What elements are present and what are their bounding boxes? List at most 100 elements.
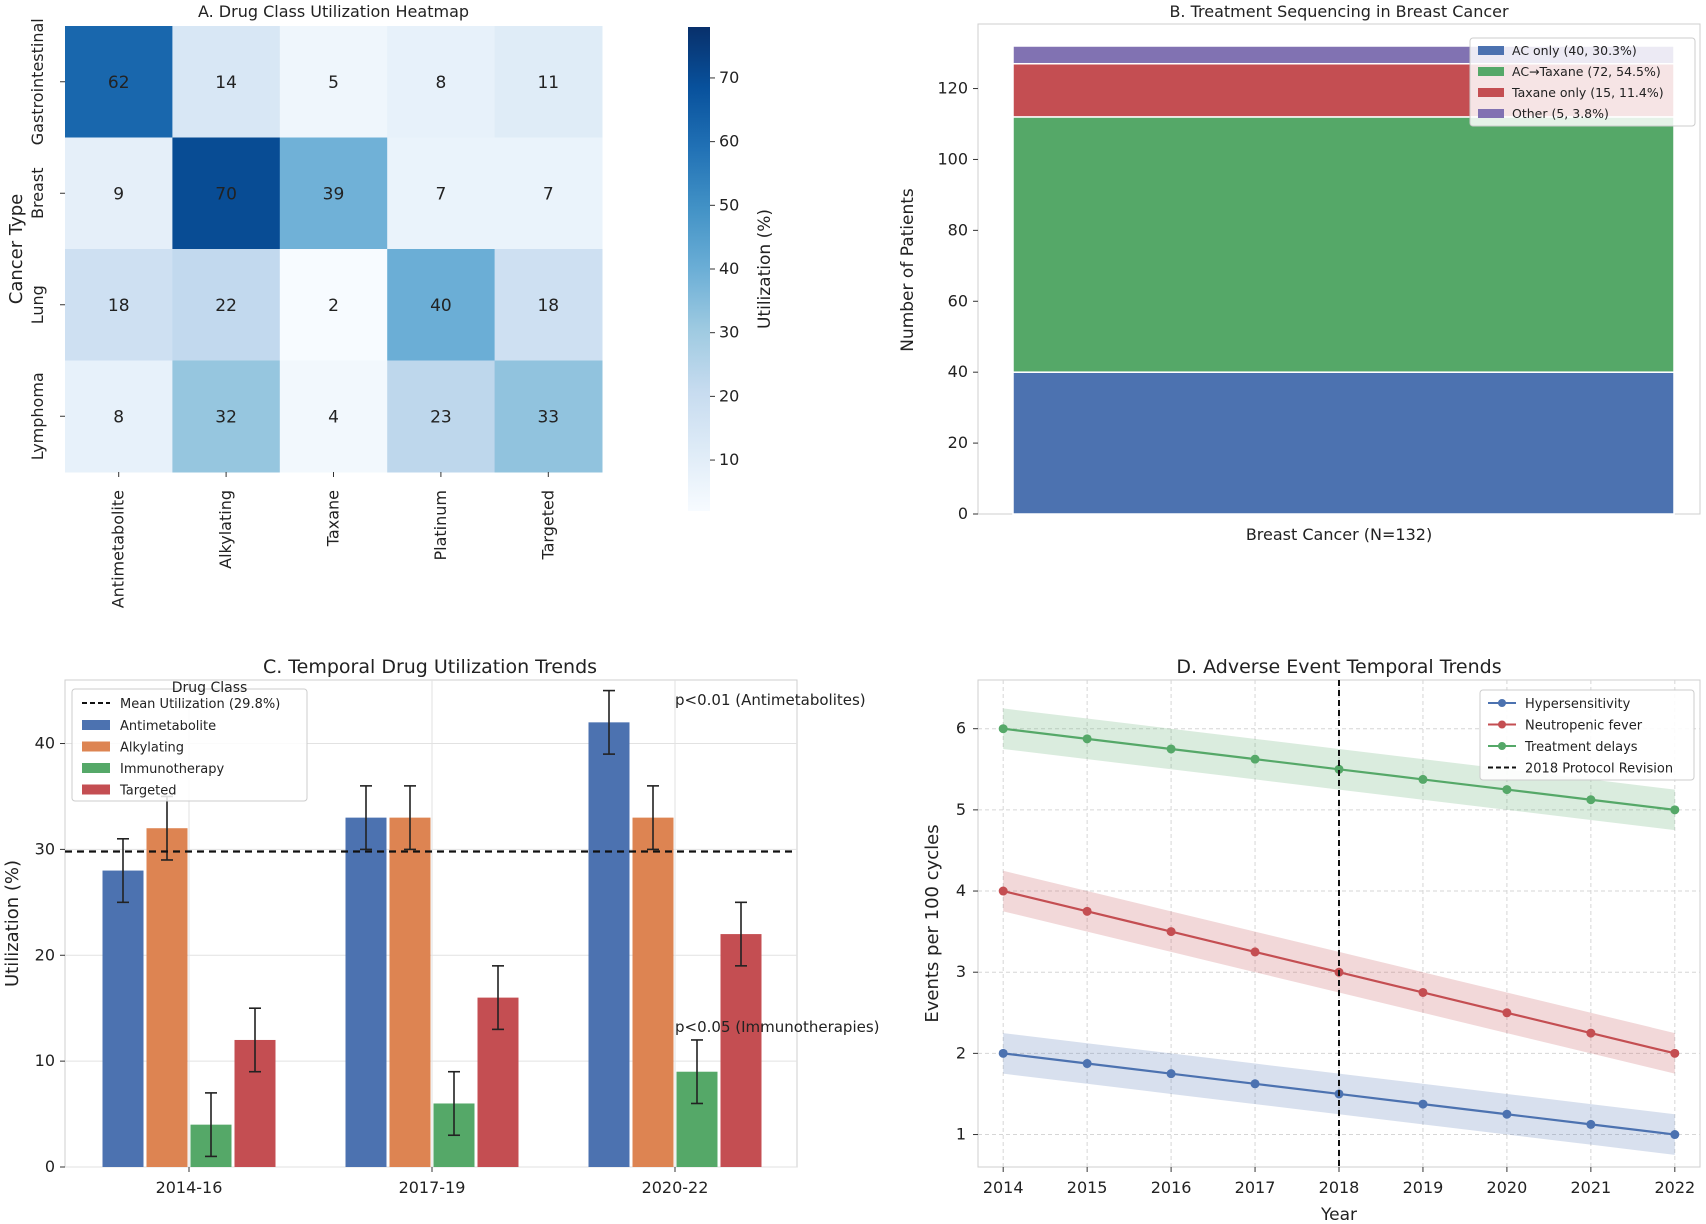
legend-entry: 2018 Protocol Revision xyxy=(1525,762,1673,777)
annotation: p<0.05 (Immunotherapies) xyxy=(675,1018,880,1036)
data-point xyxy=(1502,1109,1512,1119)
y-tick-label: 20 xyxy=(35,945,55,964)
y-tick-label: 10 xyxy=(35,1051,55,1070)
heatmap-cell xyxy=(65,26,173,138)
y-tick-label: 40 xyxy=(948,362,968,381)
data-point xyxy=(1502,1008,1512,1018)
data-point xyxy=(998,724,1008,734)
heatmap-cell xyxy=(387,360,496,473)
x-tick-label: Alkylating xyxy=(216,490,235,569)
legend-entry: Immunotherapy xyxy=(120,762,224,777)
heatmap-cell-value: 7 xyxy=(435,184,446,204)
x-tick-label: 2014 xyxy=(983,1178,1024,1197)
data-point xyxy=(1166,744,1176,754)
legend-marker xyxy=(1498,699,1506,707)
bar xyxy=(720,934,762,1167)
heatmap-cell-value: 11 xyxy=(537,73,559,93)
x-tick-label: Platinum xyxy=(431,490,450,560)
legend-entry: AC→Taxane (72, 54.5%) xyxy=(1512,64,1661,79)
y-tick-label: 100 xyxy=(937,149,968,168)
legend-entry: Targeted xyxy=(119,784,176,799)
data-point xyxy=(1250,947,1260,957)
panel-b: B. Treatment Sequencing in Breast Cancer… xyxy=(898,2,1701,544)
heatmap-cell-value: 22 xyxy=(215,296,237,316)
data-point xyxy=(1670,1048,1680,1058)
colorbar-tick-label: 60 xyxy=(719,132,739,151)
heatmap-cell xyxy=(279,137,388,250)
heatmap-cell-value: 62 xyxy=(108,73,130,93)
legend-entry: Mean Utilization (29.8%) xyxy=(120,697,280,712)
data-point xyxy=(1166,1069,1176,1079)
heatmap-cell xyxy=(172,137,281,250)
heatmap-cell xyxy=(279,249,388,361)
legend-title: Drug Class xyxy=(172,680,248,696)
legend-entry: Neutropenic fever xyxy=(1525,719,1643,734)
y-axis-label: Utilization (%) xyxy=(2,860,23,987)
bar xyxy=(102,870,144,1167)
y-tick-label: 0 xyxy=(958,504,968,523)
heatmap-cell-value: 40 xyxy=(430,296,452,316)
legend-swatch xyxy=(1478,109,1504,118)
bar xyxy=(389,817,431,1167)
data-point xyxy=(1586,1119,1596,1129)
x-tick-label: 2019 xyxy=(1403,1178,1444,1197)
y-tick-label: 2 xyxy=(956,1043,966,1062)
panel-a: A. Drug Class Utilization Heatmap 62 14 5 8 1… xyxy=(6,2,775,608)
heatmap-cell xyxy=(387,26,496,138)
panel-a-title: A. Drug Class Utilization Heatmap xyxy=(198,2,469,21)
data-point xyxy=(1418,774,1428,784)
legend-marker xyxy=(1498,720,1506,729)
y-tick-label: Breast xyxy=(28,168,47,219)
data-point xyxy=(1586,1028,1596,1038)
heatmap-cell-value: 8 xyxy=(435,73,446,93)
y-tick-label: 80 xyxy=(948,220,968,239)
heatmap-cell xyxy=(387,249,496,361)
heatmap-cell xyxy=(65,360,173,473)
heatmap-cell xyxy=(65,137,173,250)
colorbar-tick-label: 20 xyxy=(719,386,739,405)
data-point xyxy=(1334,764,1344,774)
x-tick-label: 2018 xyxy=(1319,1178,1360,1197)
heatmap-cell xyxy=(279,360,388,473)
heatmap-cell xyxy=(172,360,281,473)
heatmap-cell-value: 7 xyxy=(543,184,554,204)
y-tick-label: 1 xyxy=(956,1125,966,1144)
heatmap-cell-value: 23 xyxy=(430,407,452,427)
legend-swatch xyxy=(82,741,110,752)
y-tick-label: 60 xyxy=(948,291,968,310)
legend-entry: Antimetabolite xyxy=(120,719,216,734)
legend xyxy=(1479,689,1695,781)
y-tick-label: 4 xyxy=(956,881,966,900)
legend-entry: Other (5, 3.8%) xyxy=(1512,106,1609,121)
heatmap-cell xyxy=(65,249,173,361)
x-tick-label: Breast Cancer (N=132) xyxy=(1246,525,1432,544)
heatmap-cell xyxy=(387,137,496,250)
heatmap-cell xyxy=(279,26,388,138)
legend-entry: AC only (40, 30.3%) xyxy=(1512,43,1637,58)
heatmap-cell-value: 2 xyxy=(328,296,339,316)
heatmap-cell-value: 4 xyxy=(328,407,339,427)
heatmap-cell-value: 9 xyxy=(113,184,124,204)
data-point xyxy=(1250,1079,1260,1089)
heatmap-cell xyxy=(172,26,281,138)
x-tick-label: 2017 xyxy=(1235,1178,1276,1197)
y-tick-label: 120 xyxy=(937,79,968,98)
x-tick-label: 2016 xyxy=(1151,1178,1192,1197)
data-point xyxy=(1670,805,1680,815)
legend-swatch xyxy=(82,784,110,795)
y-tick-label: 30 xyxy=(35,839,55,858)
legend-swatch xyxy=(1478,46,1504,55)
y-axis-label: Cancer Type xyxy=(6,194,27,304)
x-tick-label: 2020 xyxy=(1487,1178,1528,1197)
colorbar-tick-label: 10 xyxy=(719,450,739,469)
heatmap-cell xyxy=(494,249,603,361)
heatmap-cell xyxy=(172,249,281,361)
y-tick-label: Lung xyxy=(28,285,47,324)
colorbar-tick-label: 30 xyxy=(719,323,739,342)
data-point xyxy=(1166,927,1176,937)
x-tick-label: 2015 xyxy=(1067,1178,1108,1197)
colorbar xyxy=(688,27,710,511)
colorbar-tick-label: 50 xyxy=(719,195,739,214)
panel-d-title: D. Adverse Event Temporal Trends xyxy=(1176,656,1501,678)
legend-swatch xyxy=(82,763,110,773)
